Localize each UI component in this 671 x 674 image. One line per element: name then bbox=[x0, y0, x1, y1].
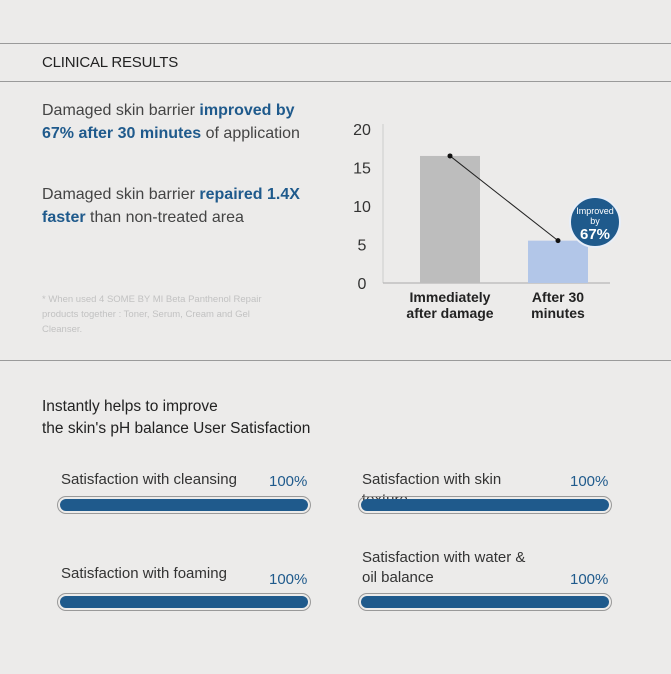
claim-highlight: improved by 67% after 30 minutes bbox=[42, 102, 295, 142]
badge-text: Improved bbox=[576, 206, 614, 216]
y-tick-label: 0 bbox=[358, 276, 367, 293]
bar-chart: 0 5 10 15 20 Immediately after damage After 30 m… bbox=[353, 122, 621, 321]
data-point bbox=[555, 238, 561, 244]
y-tick-label: 20 bbox=[353, 122, 371, 139]
satisfaction-percent: 100% bbox=[269, 473, 308, 490]
improvement-badge bbox=[569, 196, 621, 248]
badge-text: 67% bbox=[580, 226, 610, 243]
trend-line bbox=[449, 155, 559, 242]
satisfaction-percent: 100% bbox=[570, 473, 609, 490]
y-tick-label: 15 bbox=[353, 161, 371, 178]
claim-text: Damaged skin barrier bbox=[42, 186, 200, 203]
section-title: CLINICAL RESULTS bbox=[42, 54, 179, 71]
bar bbox=[420, 155, 480, 283]
section-divider bbox=[0, 360, 671, 361]
y-tick-label: 10 bbox=[353, 199, 371, 216]
progress-fill bbox=[60, 596, 308, 608]
claim-1: Damaged skin barrier improved by 67% aft… bbox=[42, 99, 312, 145]
progress-bar bbox=[57, 496, 311, 514]
header-divider bbox=[0, 81, 671, 82]
title-line: the skin's pH balance User Satisfaction bbox=[42, 420, 311, 437]
progress-fill bbox=[60, 499, 308, 511]
footnote: * When used 4 SOME BY MI Beta Panthenol … bbox=[42, 294, 262, 335]
bar bbox=[528, 240, 588, 283]
satisfaction-label: Satisfaction with foaming bbox=[61, 565, 227, 582]
claim-text: of application bbox=[201, 125, 300, 142]
progress-fill bbox=[361, 596, 609, 608]
satisfaction-label: Satisfaction with cleansing bbox=[61, 471, 237, 488]
satisfaction-title: Instantly helps to improve the skin's pH … bbox=[42, 396, 310, 440]
data-point bbox=[447, 153, 453, 159]
claim-2: Damaged skin barrier repaired 1.4X faste… bbox=[42, 183, 317, 229]
satisfaction-percent: 100% bbox=[570, 571, 609, 588]
progress-bar bbox=[358, 593, 612, 611]
top-divider bbox=[0, 43, 671, 44]
title-line: Instantly helps to improve bbox=[42, 398, 218, 415]
badge-text: by bbox=[590, 216, 600, 226]
x-tick-label: After 30 minutes bbox=[531, 289, 585, 321]
progress-bar bbox=[57, 593, 311, 611]
satisfaction-percent: 100% bbox=[269, 571, 308, 588]
claim-text: Damaged skin barrier bbox=[42, 102, 200, 119]
satisfaction-label: Satisfaction with water & oil balance bbox=[362, 549, 526, 586]
progress-fill bbox=[361, 499, 609, 511]
claim-highlight: repaired 1.4X faster bbox=[42, 186, 300, 226]
x-tick-label: Immediately after damage bbox=[406, 289, 493, 321]
y-tick-label: 5 bbox=[358, 238, 367, 255]
claim-text: than non-treated area bbox=[85, 209, 244, 226]
progress-bar bbox=[358, 496, 612, 514]
